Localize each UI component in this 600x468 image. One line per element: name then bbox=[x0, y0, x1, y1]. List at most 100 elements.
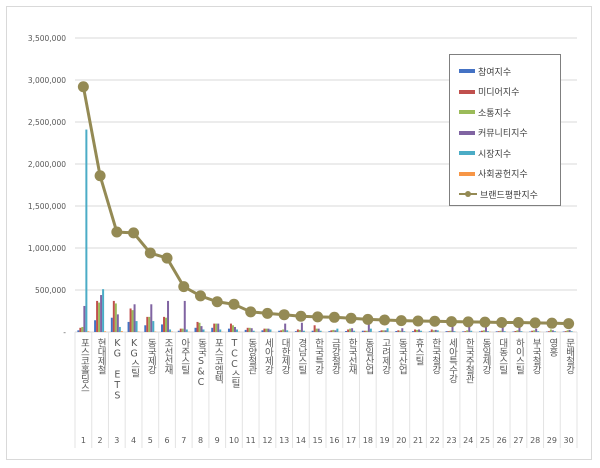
bar-1-3 bbox=[112, 300, 115, 332]
legend-swatch bbox=[459, 110, 475, 115]
bar-0-15 bbox=[311, 330, 314, 332]
bar-1-12 bbox=[263, 328, 266, 332]
bar-4-25 bbox=[486, 331, 489, 332]
bar-3-12 bbox=[267, 328, 270, 332]
bar-1-20 bbox=[397, 330, 400, 332]
bar-1-11 bbox=[246, 327, 249, 332]
line-point-25 bbox=[479, 316, 491, 328]
line-point-5 bbox=[144, 247, 156, 259]
line-point-27 bbox=[512, 317, 524, 329]
bar-0-20 bbox=[395, 330, 398, 332]
y-tick-label: 2,500,000 bbox=[28, 118, 66, 127]
bar-0-17 bbox=[345, 330, 348, 332]
line-point-14 bbox=[295, 310, 307, 322]
bar-2-18 bbox=[365, 330, 368, 332]
category-label: 영흥 bbox=[546, 338, 558, 356]
bar-4-21 bbox=[420, 330, 423, 332]
category-label: 한국주철관 bbox=[463, 338, 475, 383]
category-number: 26 bbox=[496, 436, 507, 445]
line-point-15 bbox=[312, 311, 324, 323]
legend-label: 시장지수 bbox=[478, 149, 512, 160]
category-label: 문배철강 bbox=[563, 338, 575, 374]
category-number: 7 bbox=[181, 436, 187, 445]
line-point-4 bbox=[128, 227, 140, 239]
y-tick-label: 2,000,000 bbox=[28, 160, 66, 169]
y-tick-label: 1,500,000 bbox=[28, 202, 66, 211]
bar-0-4 bbox=[127, 321, 130, 332]
line-point-23 bbox=[446, 316, 457, 328]
bar-1-6 bbox=[163, 316, 166, 332]
line-point-13 bbox=[278, 309, 290, 321]
bar-1-2 bbox=[96, 300, 99, 332]
bar-2-16 bbox=[332, 329, 335, 332]
bar-4-2 bbox=[102, 289, 105, 332]
legend-item: 커뮤니티지수 bbox=[450, 123, 560, 144]
bar-5-1 bbox=[87, 331, 90, 332]
bar-0-7 bbox=[177, 330, 180, 332]
bar-4-5 bbox=[152, 321, 155, 332]
bar-3-29 bbox=[551, 330, 554, 332]
y-tick-label: 1,000,000 bbox=[28, 244, 66, 253]
bar-4-23 bbox=[453, 331, 456, 332]
bar-2-12 bbox=[265, 328, 268, 332]
bar-1-27 bbox=[514, 330, 517, 332]
category-number: 20 bbox=[396, 436, 407, 445]
line-point-9 bbox=[211, 296, 223, 308]
y-tick-label: 3,000,000 bbox=[28, 76, 66, 85]
y-tick-label: 3,500,000 bbox=[28, 34, 66, 43]
bar-3-6 bbox=[167, 300, 170, 332]
bar-1-15 bbox=[313, 325, 316, 332]
bar-2-11 bbox=[248, 327, 251, 332]
bar-2-3 bbox=[114, 303, 117, 332]
bar-4-15 bbox=[319, 330, 322, 332]
bar-0-16 bbox=[328, 331, 331, 332]
bar-2-30 bbox=[566, 330, 569, 332]
bar-3-27 bbox=[518, 324, 521, 332]
bar-1-26 bbox=[497, 331, 500, 332]
line-point-3 bbox=[111, 226, 123, 238]
line-point-24 bbox=[462, 316, 474, 328]
category-number: 2 bbox=[97, 436, 103, 445]
bar-4-12 bbox=[269, 329, 272, 332]
category-number: 4 bbox=[131, 436, 137, 445]
category-label: 경남스틸 bbox=[295, 338, 307, 374]
category-label: 고려제강 bbox=[379, 338, 391, 374]
bar-2-17 bbox=[349, 328, 352, 332]
bar-2-7 bbox=[181, 328, 184, 332]
bar-2-15 bbox=[315, 328, 318, 332]
category-label: 세아제강 bbox=[262, 338, 274, 374]
line-point-28 bbox=[529, 317, 541, 329]
bar-0-9 bbox=[211, 327, 214, 332]
bar-4-3 bbox=[118, 326, 121, 332]
bar-3-25 bbox=[484, 323, 487, 332]
bar-0-21 bbox=[412, 331, 415, 332]
bar-3-2 bbox=[100, 295, 103, 332]
bar-0-1 bbox=[77, 330, 80, 332]
category-number: 27 bbox=[513, 436, 524, 445]
bar-4-26 bbox=[503, 331, 506, 332]
bar-2-24 bbox=[466, 330, 469, 332]
bar-4-20 bbox=[403, 331, 406, 332]
bar-4-8 bbox=[202, 329, 205, 332]
bar-1-23 bbox=[447, 331, 450, 332]
line-point-26 bbox=[496, 317, 508, 329]
bar-3-20 bbox=[401, 328, 404, 332]
line-point-1 bbox=[77, 81, 89, 93]
bar-3-28 bbox=[535, 328, 538, 332]
line-point-2 bbox=[94, 170, 106, 182]
bar-3-7 bbox=[183, 300, 186, 332]
line-point-22 bbox=[429, 315, 441, 327]
y-tick-label: 500,000 bbox=[35, 286, 66, 295]
bar-5-3 bbox=[120, 331, 123, 332]
bar-1-28 bbox=[531, 330, 534, 332]
bar-2-9 bbox=[215, 323, 218, 332]
chart-frame bbox=[6, 6, 592, 460]
bar-2-4 bbox=[131, 310, 134, 332]
legend-swatch bbox=[459, 69, 475, 74]
bar-3-4 bbox=[133, 304, 136, 332]
bar-2-28 bbox=[533, 330, 536, 332]
bar-1-9 bbox=[213, 323, 216, 332]
category-label: 한국선재 bbox=[346, 338, 358, 374]
category-number: 16 bbox=[329, 436, 340, 445]
